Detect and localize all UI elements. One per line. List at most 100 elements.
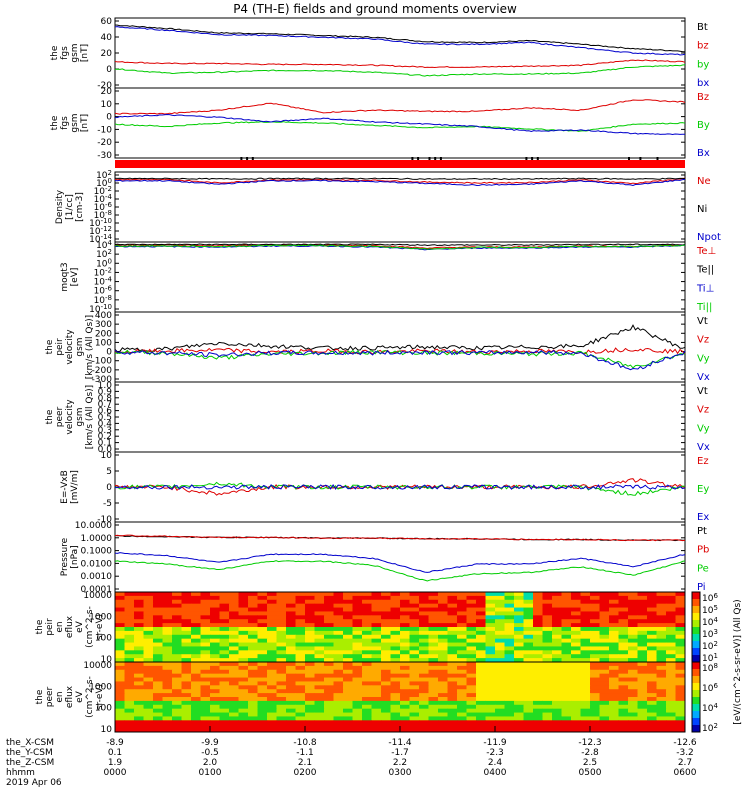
heatmap-cell: [457, 650, 467, 655]
heatmap-cell: [153, 681, 163, 686]
heatmap-cell: [466, 646, 477, 651]
heatmap-cell: [666, 693, 676, 698]
heatmap-cell: [533, 619, 543, 624]
heatmap-cell: [314, 603, 325, 609]
heatmap-cell: [580, 603, 591, 609]
heatmap-cell: [599, 669, 610, 675]
heatmap-cell: [457, 630, 467, 636]
heatmap-cell: [571, 592, 581, 597]
heatmap-cell: [485, 720, 496, 725]
heatmap-cell: [219, 634, 230, 640]
heatmap-cell: [352, 654, 363, 659]
heatmap-cell: [495, 685, 505, 690]
heatmap-cell: [210, 700, 220, 706]
heatmap-cell: [637, 673, 648, 679]
heatmap-cell: [219, 697, 230, 702]
heatmap-cell: [409, 728, 420, 733]
legend-bz: Bz: [697, 92, 709, 103]
y-tick-label: 0.0: [98, 445, 113, 455]
heatmap-cell: [666, 662, 676, 667]
heatmap-cell: [675, 700, 686, 706]
heatmap-cell: [447, 627, 458, 632]
heatmap-cell: [229, 704, 239, 710]
heatmap-cell: [124, 685, 135, 690]
heatmap-cell: [314, 611, 325, 616]
heatmap-cell: [571, 700, 581, 706]
heatmap-cell: [409, 599, 420, 605]
heatmap-cell: [314, 607, 325, 612]
heatmap-cell: [542, 720, 553, 725]
heatmap-cell: [647, 724, 657, 729]
heatmap-cell: [314, 716, 325, 721]
heatmap-cell: [381, 623, 391, 628]
heatmap-cell: [276, 658, 287, 663]
heatmap-cell: [134, 700, 144, 706]
heatmap-cell: [276, 716, 287, 721]
heatmap-cell: [286, 662, 296, 667]
heatmap-cell: [390, 669, 401, 675]
heatmap-cell: [324, 669, 334, 675]
heatmap-cell: [124, 728, 135, 733]
heatmap-cell: [628, 728, 638, 733]
heatmap-cell: [599, 654, 610, 659]
heatmap-cell: [181, 650, 192, 655]
heatmap-cell: [637, 607, 648, 612]
heatmap-cell: [609, 677, 619, 682]
heatmap-cell: [352, 669, 363, 675]
heatmap-cell: [637, 720, 648, 725]
heatmap-cell: [495, 623, 505, 628]
heatmap-cell: [419, 607, 429, 612]
heatmap-cell: [381, 630, 391, 636]
heatmap-cell: [618, 720, 629, 725]
heatmap-cell: [514, 603, 524, 609]
heatmap-cell: [210, 697, 220, 702]
heatmap-cell: [257, 712, 268, 717]
heatmap-cell: [514, 611, 524, 616]
heatmap-cell: [134, 662, 144, 667]
heatmap-cell: [466, 603, 477, 609]
heatmap-cell: [181, 642, 192, 647]
heatmap-cell: [438, 697, 448, 702]
heatmap-cell: [523, 592, 534, 597]
heatmap-cell: [618, 615, 629, 620]
y-axis-label: [cm-3]: [75, 192, 85, 222]
heatmap-cell: [438, 685, 448, 690]
heatmap-cell: [675, 615, 686, 620]
heatmap-cell: [552, 693, 562, 698]
heatmap-cell: [590, 623, 600, 628]
heatmap-cell: [457, 689, 467, 694]
heatmap-cell: [153, 634, 163, 640]
y-axis-label: gsm: [70, 113, 80, 132]
heatmap-cell: [324, 704, 334, 710]
heatmap-cell: [162, 630, 173, 636]
heatmap-cell: [371, 654, 382, 659]
heatmap-cell: [314, 634, 325, 640]
heatmap-cell: [162, 646, 173, 651]
heatmap-cell: [238, 685, 249, 690]
y-tick-label: 0.8: [98, 394, 113, 404]
heatmap-cell: [362, 677, 372, 682]
heatmap-cell: [200, 673, 211, 679]
heatmap-cell: [485, 592, 496, 597]
heatmap-cell: [162, 592, 173, 597]
heatmap-cell: [181, 724, 192, 729]
heatmap-cell: [675, 704, 686, 710]
heatmap-cell: [438, 595, 448, 601]
heatmap-cell: [286, 595, 296, 601]
heatmap-cell: [428, 693, 439, 698]
heatmap-cell: [476, 634, 486, 640]
heatmap-cell: [542, 623, 553, 628]
heatmap-cell: [381, 716, 391, 721]
heatmap-cell: [257, 638, 268, 644]
heatmap-cell: [542, 634, 553, 640]
heatmap-cell: [571, 642, 581, 647]
legend-ni: Ni: [697, 204, 707, 215]
heatmap-cell: [200, 681, 211, 686]
heatmap-cell: [115, 630, 125, 636]
heatmap-cell: [324, 650, 334, 655]
heatmap-cell: [343, 638, 353, 644]
heatmap-cell: [371, 681, 382, 686]
heatmap-cell: [134, 595, 144, 601]
heatmap-cell: [362, 595, 372, 601]
heatmap-cell: [162, 627, 173, 632]
